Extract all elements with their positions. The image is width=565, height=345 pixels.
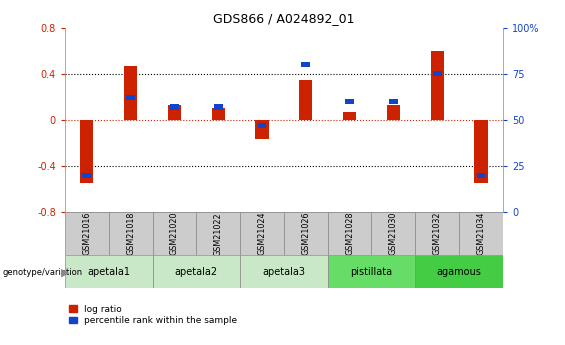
- Bar: [258, 123, 267, 128]
- FancyBboxPatch shape: [197, 212, 240, 255]
- Bar: [387, 105, 400, 120]
- FancyBboxPatch shape: [240, 212, 284, 255]
- Text: GSM21020: GSM21020: [170, 212, 179, 256]
- Bar: [345, 99, 354, 104]
- FancyBboxPatch shape: [415, 212, 459, 255]
- FancyBboxPatch shape: [415, 255, 503, 288]
- FancyBboxPatch shape: [65, 212, 108, 255]
- Text: GSM21026: GSM21026: [301, 212, 310, 256]
- FancyBboxPatch shape: [153, 212, 197, 255]
- Bar: [431, 51, 444, 120]
- Bar: [212, 108, 225, 120]
- FancyBboxPatch shape: [65, 255, 153, 288]
- Text: GSM21022: GSM21022: [214, 212, 223, 256]
- Text: pistillata: pistillata: [350, 267, 393, 277]
- Text: GSM21024: GSM21024: [258, 212, 267, 256]
- FancyBboxPatch shape: [328, 255, 415, 288]
- FancyBboxPatch shape: [108, 212, 153, 255]
- Text: apetala1: apetala1: [87, 267, 131, 277]
- Bar: [127, 95, 135, 100]
- Bar: [433, 71, 442, 76]
- FancyBboxPatch shape: [328, 212, 372, 255]
- Bar: [476, 172, 485, 178]
- Text: GSM21028: GSM21028: [345, 212, 354, 256]
- Title: GDS866 / A024892_01: GDS866 / A024892_01: [213, 12, 355, 25]
- Text: GSM21032: GSM21032: [433, 212, 442, 256]
- Text: agamous: agamous: [437, 267, 481, 277]
- Bar: [168, 105, 181, 120]
- Bar: [255, 120, 268, 139]
- Text: ▶: ▶: [61, 268, 69, 277]
- FancyBboxPatch shape: [153, 255, 240, 288]
- FancyBboxPatch shape: [240, 255, 328, 288]
- Bar: [302, 62, 310, 67]
- Bar: [80, 120, 93, 183]
- Text: GSM21034: GSM21034: [476, 212, 485, 255]
- Text: apetala2: apetala2: [175, 267, 218, 277]
- FancyBboxPatch shape: [284, 212, 328, 255]
- FancyBboxPatch shape: [372, 212, 415, 255]
- FancyBboxPatch shape: [459, 212, 503, 255]
- Bar: [82, 172, 92, 178]
- Bar: [299, 79, 312, 120]
- Bar: [124, 66, 137, 120]
- Bar: [170, 105, 179, 110]
- Legend: log ratio, percentile rank within the sample: log ratio, percentile rank within the sa…: [69, 305, 237, 325]
- Bar: [214, 105, 223, 110]
- Text: genotype/variation: genotype/variation: [3, 268, 83, 277]
- Text: GSM21030: GSM21030: [389, 212, 398, 255]
- Text: GSM21018: GSM21018: [126, 212, 135, 255]
- Text: apetala3: apetala3: [262, 267, 306, 277]
- Bar: [389, 99, 398, 104]
- Bar: [475, 120, 488, 183]
- Text: GSM21016: GSM21016: [82, 212, 92, 255]
- Bar: [343, 112, 356, 120]
